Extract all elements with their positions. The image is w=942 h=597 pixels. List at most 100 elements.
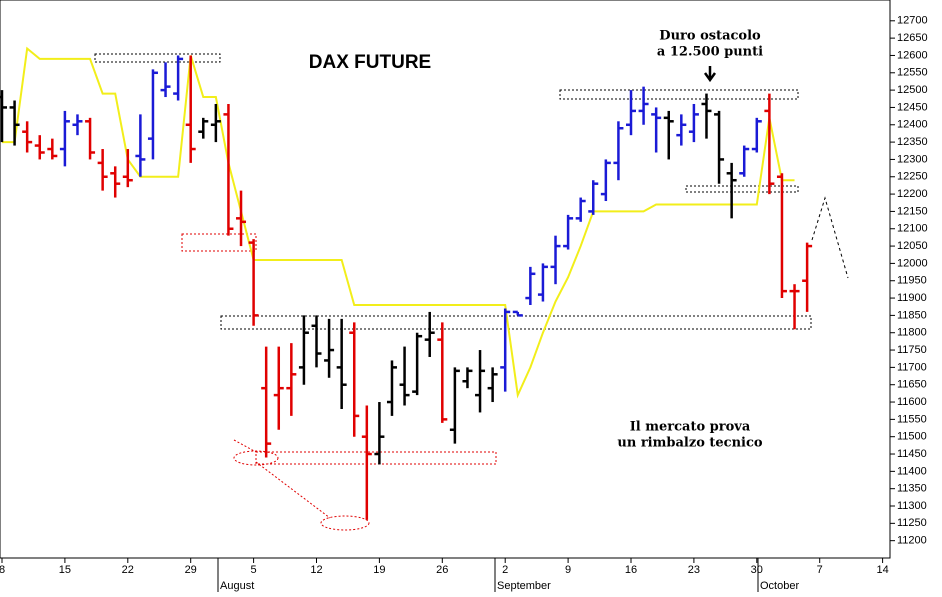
y-tick-label: 11800 (897, 327, 927, 339)
ohlc-bar (311, 315, 322, 368)
x-tick-label: 8 (0, 564, 5, 576)
x-tick-label: 30 (751, 564, 763, 576)
ohlc-bar (198, 117, 209, 139)
ohlc-bar (764, 93, 775, 195)
ohlc-bar (160, 62, 171, 98)
y-tick-label: 11600 (897, 396, 927, 408)
y-tick-label: 11400 (897, 465, 927, 477)
annotation: Duro ostacolo (659, 29, 761, 44)
ohlc-bar (626, 90, 636, 136)
y-tick-label: 12400 (897, 119, 928, 131)
level-boxes (94, 53, 812, 330)
ohlc-bar (676, 114, 687, 146)
indicator-line (2, 46, 795, 399)
x-tick-label: 29 (185, 564, 197, 576)
annotation: un rimbalzo tecnico (617, 436, 763, 451)
ohlc-bar (475, 350, 486, 413)
y-tick-label: 12700 (897, 15, 928, 27)
ohlc-bar (588, 180, 599, 215)
ohlc-bar (563, 214, 574, 250)
ohlc-bar (638, 86, 649, 125)
ohlc-bar (424, 311, 435, 357)
ohlc-bar (462, 367, 473, 389)
dash (233, 439, 257, 453)
y-tick-label: 11200 (897, 535, 927, 547)
box (559, 89, 799, 100)
y-tick-label: 12500 (897, 84, 928, 96)
ohlc-bar (537, 263, 548, 302)
y-tick-label: 12200 (897, 188, 928, 200)
ohlc-bar (47, 138, 58, 160)
y-tick-label: 12250 (897, 171, 928, 183)
ohlc-bar (600, 159, 611, 202)
ohlc-bar (663, 110, 674, 160)
ohlc-bar (651, 107, 662, 153)
ohlc-bar (59, 110, 70, 167)
ohlc-bar (751, 117, 762, 153)
y-tick-label: 11300 (897, 500, 927, 512)
ohlc-bar (512, 310, 523, 317)
ohlc-bar (349, 322, 360, 437)
ohlc-bar (336, 318, 347, 409)
annotation: Il mercato prova (630, 420, 751, 435)
month-label: September (497, 580, 551, 592)
y-tick-label: 11350 (897, 483, 927, 495)
x-tick-label: 19 (373, 564, 385, 576)
y-tick-label: 11650 (897, 379, 927, 391)
ohlc-bar (789, 284, 800, 330)
y-tick-label: 12650 (897, 32, 928, 44)
y-tick-label: 12600 (897, 49, 928, 61)
ohlc-bar (261, 346, 272, 458)
ohlc-bar (437, 322, 448, 423)
ohlc-bar (9, 100, 20, 146)
ohlc-bar (0, 90, 7, 143)
ohlc-bar (223, 103, 234, 236)
ohlc-bar (110, 166, 121, 198)
ohlc-bar (525, 266, 536, 305)
dash (255, 461, 331, 519)
x-tick-label: 9 (565, 564, 571, 576)
ohlc-bar (613, 121, 624, 181)
ohlc-bar (361, 405, 372, 520)
x-tick-label: 16 (625, 564, 637, 576)
ohlc-bar (147, 69, 158, 160)
x-tick-label: 15 (59, 564, 71, 576)
y-tick-label: 12450 (897, 101, 928, 113)
y-tick-label: 11950 (897, 275, 927, 287)
ohlc-bar (701, 93, 712, 139)
ohlc-bar (122, 149, 133, 188)
box (181, 233, 257, 252)
y-tick-label: 11550 (897, 413, 927, 425)
red-marks (181, 233, 497, 531)
box (220, 315, 812, 330)
ohlc-bar (236, 190, 247, 247)
ohlc-bar (185, 55, 196, 163)
y-tick-label: 11250 (897, 517, 927, 529)
ohlc-bar (85, 117, 96, 160)
x-tick-label: 2 (502, 564, 508, 576)
ohlc-bar (802, 242, 813, 312)
plot-frame (0, 0, 891, 559)
ohlc-bar (135, 114, 146, 177)
box (685, 185, 799, 193)
y-tick-label: 11700 (897, 361, 927, 373)
month-label: October (760, 580, 799, 592)
x-tick-label: 22 (122, 564, 134, 576)
y-tick-label: 12150 (897, 205, 928, 217)
ohlc-bar (688, 103, 699, 143)
y-tick-label: 12000 (897, 257, 928, 269)
ohlc-bar (286, 343, 297, 416)
ohlc-bar (34, 135, 45, 160)
ohlc-bar (248, 239, 259, 326)
ohlc-bar (324, 318, 335, 378)
x-tick-label: 5 (251, 564, 257, 576)
ohlc-bar (575, 197, 586, 222)
box (255, 451, 497, 465)
y-tick-label: 11500 (897, 431, 927, 443)
ellipse (320, 515, 370, 531)
ohlc-bar (500, 308, 511, 392)
ohlc-bar (97, 149, 108, 191)
y-tick-label: 11900 (897, 292, 927, 304)
x-tick-label: 12 (310, 564, 322, 576)
